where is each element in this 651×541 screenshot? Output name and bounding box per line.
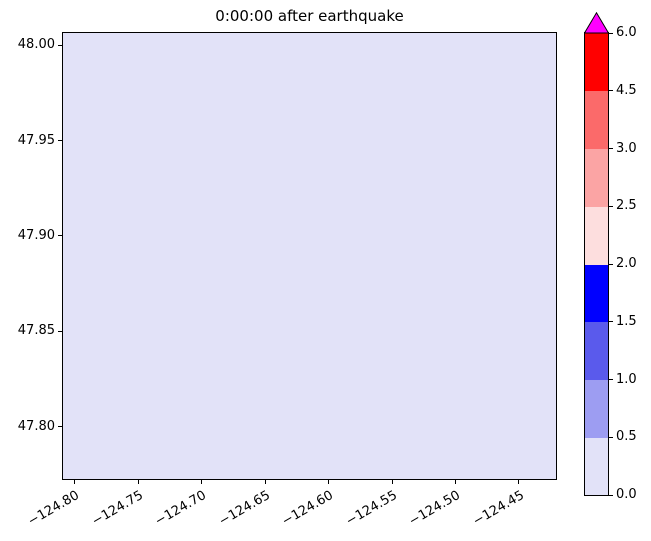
y-tick-mark (58, 44, 62, 46)
colorbar-tick-label: 2.5 (616, 198, 637, 214)
x-tick-label: −124.65 (216, 488, 273, 530)
colorbar-tick-label: 1.0 (616, 371, 637, 387)
colorbar-band (585, 379, 608, 438)
colorbar-tick-label: 6.0 (616, 25, 637, 40)
colorbar-tick-mark (609, 436, 613, 438)
x-tick-mark (74, 480, 76, 484)
colorbar-tick-label: 1.5 (616, 313, 637, 329)
colorbar-tick-mark (609, 148, 613, 149)
x-tick-mark (328, 480, 330, 484)
x-tick-label: −124.45 (470, 488, 527, 530)
colorbar-tick-label: 2.0 (616, 256, 637, 271)
x-tick-mark (201, 480, 203, 484)
x-tick-mark (137, 480, 139, 484)
y-tick-mark (58, 235, 62, 237)
x-tick-label: −124.60 (279, 488, 337, 530)
colorbar-tick-label: 0.5 (616, 429, 637, 445)
colorbar-band (585, 148, 608, 207)
colorbar-band (585, 264, 608, 323)
x-tick-label: −124.50 (406, 488, 463, 530)
x-tick-mark (518, 480, 520, 484)
y-tick-label: 48.00 (17, 37, 55, 53)
chart-title: 0:00:00 after earthquake (215, 7, 404, 25)
plot-area (62, 32, 557, 480)
colorbar-band (585, 33, 608, 92)
x-tick-label: −124.55 (343, 488, 400, 530)
colorbar-tick-label: 3.0 (616, 140, 637, 156)
x-tick-mark (391, 480, 393, 484)
y-tick-mark (58, 330, 62, 332)
colorbar-band (585, 437, 608, 496)
colorbar-over-triangle (584, 12, 609, 34)
y-tick-mark (58, 426, 62, 428)
colorbar-tick-mark (609, 321, 613, 323)
x-tick-label: −124.70 (152, 488, 210, 530)
y-tick-label: 47.90 (17, 227, 55, 243)
colorbar-tick-mark (609, 263, 613, 265)
y-tick-label: 47.95 (17, 132, 55, 148)
x-tick-mark (454, 480, 456, 484)
x-tick-label: −124.75 (89, 488, 146, 530)
x-tick-label: −124.80 (25, 488, 83, 530)
y-tick-label: 47.85 (17, 323, 55, 339)
colorbar-band (585, 206, 608, 265)
colorbar-tick-mark (609, 494, 613, 496)
y-tick-label: 47.80 (17, 418, 55, 434)
colorbar-outline (584, 32, 609, 496)
colorbar-tick-mark (609, 205, 613, 207)
colorbar-tick-label: 4.5 (616, 82, 637, 98)
colorbar-tick-label: 0.0 (616, 487, 637, 502)
y-tick-mark (58, 140, 62, 142)
colorbar-tick-mark (609, 379, 613, 380)
colorbar-tick-mark (609, 32, 613, 34)
colorbar-band (585, 321, 608, 380)
colorbar-tick-mark (609, 90, 613, 92)
colorbar-band (585, 90, 608, 149)
x-tick-mark (264, 480, 266, 484)
